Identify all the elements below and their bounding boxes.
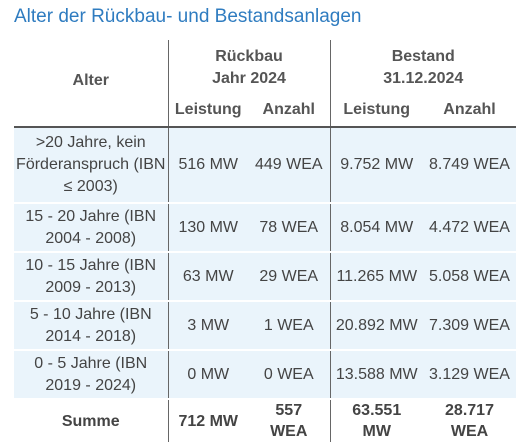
cell-alter: 0 - 5 Jahre (IBN 2019 - 2024): [14, 350, 169, 400]
header-alter: Alter: [14, 40, 169, 128]
header-rueckbau: Rückbau Jahr 2024: [168, 40, 331, 94]
table-row: 10 - 15 Jahre (IBN 2009 - 2013) 63 MW 29…: [14, 252, 517, 302]
summe-bestand-leistung: 63.551 MW: [330, 398, 423, 442]
page-title: Alter der Rückbau- und Bestandsanlagen: [14, 6, 362, 27]
cell-bestand-anzahl: 3.129 WEA: [423, 350, 517, 400]
cell-bestand-anzahl: 7.309 WEA: [423, 301, 517, 351]
table-row: 5 - 10 Jahre (IBN 2014 - 2018) 3 MW 1 WE…: [14, 301, 517, 351]
header-bestand-leistung: Leistung: [330, 94, 423, 128]
cell-bestand-anzahl: 4.472 WEA: [423, 203, 517, 253]
cell-bestand-leistung: 13.588 MW: [330, 350, 423, 400]
cell-bestand-anzahl: 8.749 WEA: [423, 127, 517, 204]
header-bestand-line1: Bestand: [391, 48, 455, 65]
cell-alter: 10 - 15 Jahre (IBN 2009 - 2013): [14, 252, 169, 302]
summe-rueckbau-anzahl: 557 WEA: [248, 398, 331, 442]
cell-alter: 5 - 10 Jahre (IBN 2014 - 2018): [14, 301, 169, 351]
header-rueckbau-anzahl: Anzahl: [248, 94, 331, 128]
cell-rueckbau-leistung: 0 MW: [168, 350, 248, 400]
cell-rueckbau-anzahl: 1 WEA: [248, 301, 331, 351]
cell-alter: 15 - 20 Jahre (IBN 2004 - 2008): [14, 203, 169, 253]
header-rueckbau-leistung: Leistung: [168, 94, 248, 128]
cell-rueckbau-leistung: 516 MW: [168, 127, 248, 204]
cell-rueckbau-leistung: 130 MW: [168, 203, 248, 253]
summe-label: Summe: [14, 398, 169, 442]
cell-rueckbau-anzahl: 0 WEA: [248, 350, 331, 400]
cell-rueckbau-leistung: 3 MW: [168, 301, 248, 351]
cell-bestand-leistung: 11.265 MW: [330, 252, 423, 302]
cell-bestand-anzahl: 5.058 WEA: [423, 252, 517, 302]
table-row: >20 Jahre, kein Förderanspruch (IBN ≤ 20…: [14, 127, 517, 204]
age-table: Alter Rückbau Jahr 2024 Bestand 31.12.20…: [14, 40, 517, 442]
table-row: 15 - 20 Jahre (IBN 2004 - 2008) 130 MW 7…: [14, 203, 517, 253]
cell-rueckbau-leistung: 63 MW: [168, 252, 248, 302]
cell-rueckbau-anzahl: 449 WEA: [248, 127, 331, 204]
header-bestand-line2: 31.12.2024: [383, 70, 464, 87]
cell-alter: >20 Jahre, kein Förderanspruch (IBN ≤ 20…: [14, 127, 169, 204]
cell-bestand-leistung: 8.054 MW: [330, 203, 423, 253]
cell-rueckbau-anzahl: 29 WEA: [248, 252, 331, 302]
header-rueckbau-line2: Jahr 2024: [212, 70, 286, 87]
header-bestand-anzahl: Anzahl: [423, 94, 517, 128]
cell-bestand-leistung: 9.752 MW: [330, 127, 423, 204]
cell-bestand-leistung: 20.892 MW: [330, 301, 423, 351]
summe-bestand-anzahl: 28.717 WEA: [423, 398, 517, 442]
header-bestand: Bestand 31.12.2024: [330, 40, 516, 94]
summary-row: Summe 712 MW 557 WEA 63.551 MW 28.717 WE…: [14, 398, 517, 442]
cell-rueckbau-anzahl: 78 WEA: [248, 203, 331, 253]
table-row: 0 - 5 Jahre (IBN 2019 - 2024) 0 MW 0 WEA…: [14, 350, 517, 400]
header-rueckbau-line1: Rückbau: [215, 48, 283, 65]
summe-rueckbau-leistung: 712 MW: [168, 398, 248, 442]
